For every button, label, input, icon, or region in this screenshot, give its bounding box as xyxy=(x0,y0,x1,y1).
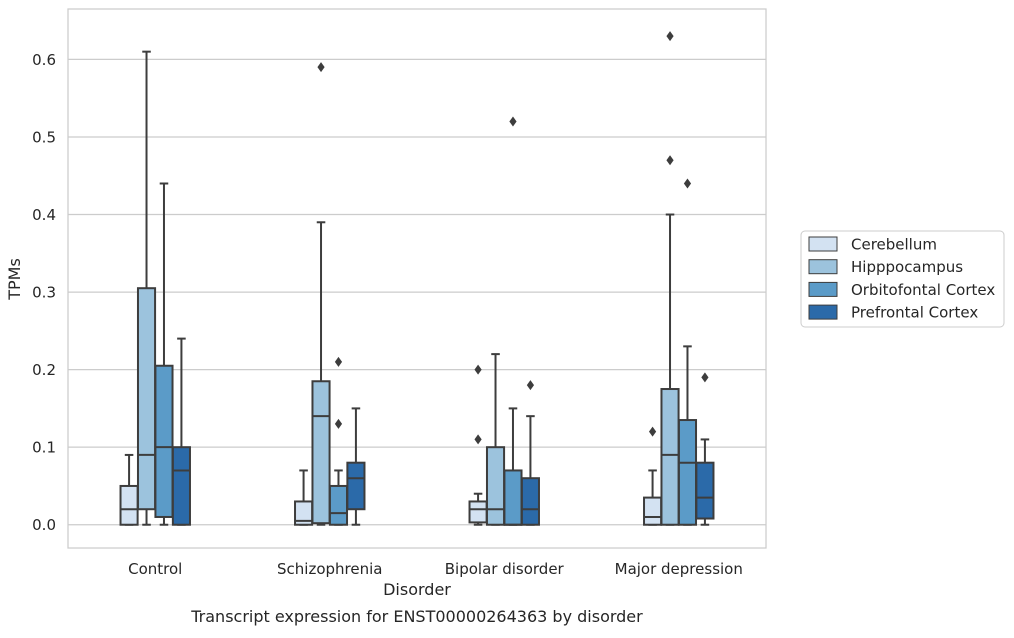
box xyxy=(503,469,523,526)
outlier-point xyxy=(666,31,674,42)
box xyxy=(660,388,680,526)
legend-label: Hipppocampus xyxy=(851,258,963,276)
box xyxy=(154,364,174,518)
box xyxy=(643,496,663,526)
legend-frame xyxy=(800,230,1005,328)
legend-label: Orbitofontal Cortex xyxy=(851,281,995,299)
box xyxy=(171,446,191,526)
y-tick-label: 0.0 xyxy=(32,516,56,534)
box-group xyxy=(171,337,191,526)
outlier-point xyxy=(648,426,657,437)
legend-swatch xyxy=(808,304,838,320)
y-tick-label: 0.6 xyxy=(32,51,56,69)
y-tick-label: 0.5 xyxy=(32,128,56,146)
outlier-point xyxy=(683,178,692,189)
outlier-point xyxy=(526,380,535,391)
y-tick-labels: 0.0 0.1 0.2 0.3 0.4 0.5 0.6 xyxy=(32,51,56,534)
x-tick-labels: Control Schizophrenia Bipolar disorder Majo… xyxy=(128,560,743,578)
outlier-point xyxy=(509,116,517,127)
outlier-point xyxy=(317,62,325,73)
legend-label: Prefrontal Cortex xyxy=(851,304,978,322)
y-tick-label: 0.1 xyxy=(32,439,56,457)
legend-label: Cerebellum xyxy=(851,236,937,254)
box xyxy=(346,461,366,511)
y-tick-label: 0.2 xyxy=(32,361,56,379)
box xyxy=(328,484,349,526)
x-tick-label: Control xyxy=(128,560,182,578)
box-group xyxy=(154,182,174,526)
plot-frame xyxy=(67,8,767,549)
box xyxy=(119,484,139,526)
box xyxy=(695,461,715,520)
box xyxy=(485,446,506,526)
box-group xyxy=(503,116,523,526)
chart-caption: Transcript expression for ENST0000026436… xyxy=(190,607,643,626)
x-tick-label: Major depression xyxy=(615,560,743,578)
outlier-point xyxy=(334,418,343,429)
legend-swatch xyxy=(808,259,838,275)
box-group xyxy=(660,31,680,526)
box xyxy=(520,477,540,526)
box-group xyxy=(695,372,715,526)
outlier-point xyxy=(666,155,674,166)
box-group xyxy=(346,407,366,526)
box-group xyxy=(520,380,540,526)
x-axis-label: Disorder xyxy=(383,580,451,599)
box-group xyxy=(294,469,314,526)
y-axis-label: TPMs xyxy=(5,258,24,301)
box xyxy=(677,419,698,526)
legend-swatch xyxy=(808,236,838,252)
outlier-point xyxy=(474,434,482,445)
box-layer xyxy=(119,31,715,526)
y-tick-label: 0.3 xyxy=(32,284,56,302)
box-group xyxy=(119,453,139,526)
box xyxy=(136,287,157,511)
legend: Cerebellum Hipppocampus Orbitofontal Corte… xyxy=(800,230,1005,328)
box-group xyxy=(485,353,506,526)
x-tick-label: Bipolar disorder xyxy=(445,560,565,578)
outlier-point xyxy=(474,364,482,375)
box xyxy=(311,380,331,525)
box xyxy=(468,500,488,524)
outlier-point xyxy=(701,372,709,383)
y-tick-label: 0.4 xyxy=(32,206,56,224)
outlier-point xyxy=(334,356,343,367)
legend-swatch xyxy=(808,281,838,297)
box-group xyxy=(311,62,331,526)
x-tick-label: Schizophrenia xyxy=(277,560,382,578)
